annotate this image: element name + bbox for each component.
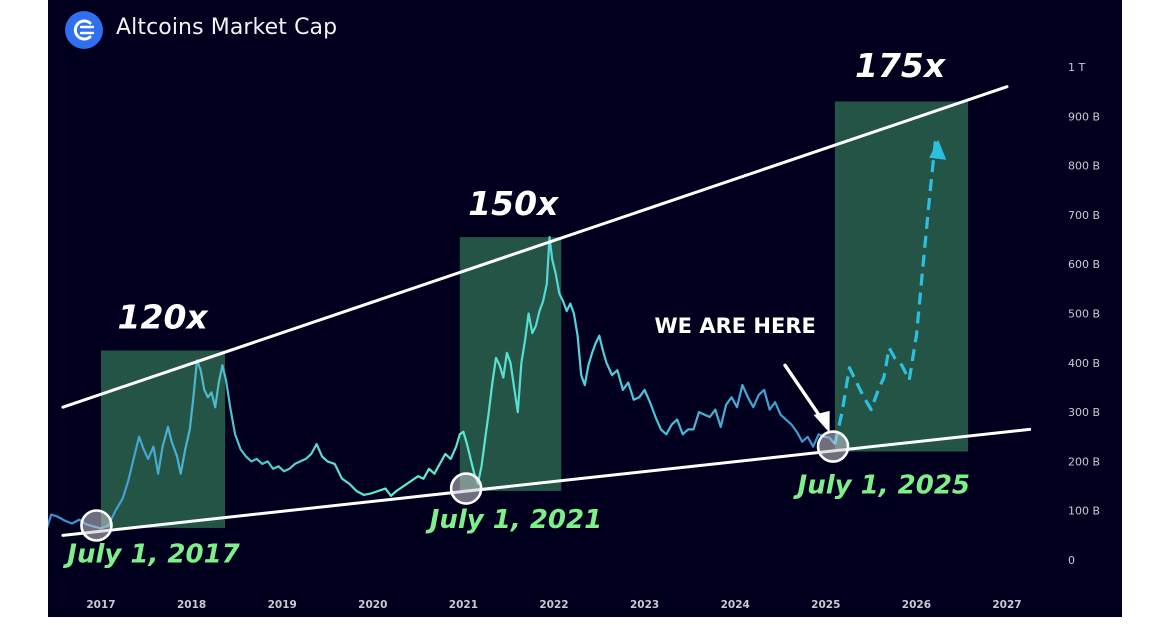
x-tick-label: 2026 [902,599,931,611]
x-tick-label: 2027 [992,599,1021,611]
y-tick-label: 800 B [1068,160,1100,173]
chart-title: Altcoins Market Cap [116,15,338,40]
x-tick-label: 2022 [539,599,568,611]
x-tick-label: 2024 [721,599,750,611]
date-label: July 1, 2017 [62,539,240,569]
x-tick-label: 2021 [449,599,478,611]
y-tick-label: 900 B [1068,110,1100,123]
y-tick-label: 1 T [1068,61,1085,74]
y-tick-label: 0 [1068,554,1075,567]
y-tick-label: 300 B [1068,406,1100,419]
highlight-box-1 [101,350,226,528]
touch-point-marker-3 [816,430,850,463]
projection-arrowhead [929,139,947,160]
y-tick-label: 700 B [1068,209,1100,222]
date-label: July 1, 2025 [793,470,970,500]
touch-point-marker-1 [80,509,113,542]
multiplier-label: 150x [468,184,560,223]
x-tick-label: 2025 [811,599,840,611]
y-tick-label: 400 B [1068,357,1100,370]
x-tick-label: 2017 [86,599,115,611]
multiplier-label: 175x [855,46,947,85]
x-tick-label: 2019 [268,599,297,611]
x-tick-label: 2020 [358,599,387,611]
highlight-box-3 [834,101,969,452]
projection-line [833,140,937,445]
y-tick-label: 200 B [1068,455,1100,468]
crypto-bubbles-logo-icon [65,11,103,49]
we-are-here-label: WE ARE HERE [655,314,816,338]
market-cap-line [48,236,836,530]
y-tick-label: 100 B [1068,505,1100,518]
y-tick-label: 500 B [1068,308,1100,321]
date-label: July 1, 2021 [425,505,602,535]
x-tick-label: 2023 [630,599,659,611]
x-tick-label: 2018 [177,599,206,611]
y-tick-label: 600 B [1068,258,1100,271]
multiplier-label: 120x [118,297,210,336]
pointer-arrowhead [813,410,830,433]
pointer-arrow-shaft [783,363,824,421]
trend-line-upper [61,85,1009,409]
touch-point-marker-2 [449,472,483,505]
trend-line-lower [61,427,1032,537]
